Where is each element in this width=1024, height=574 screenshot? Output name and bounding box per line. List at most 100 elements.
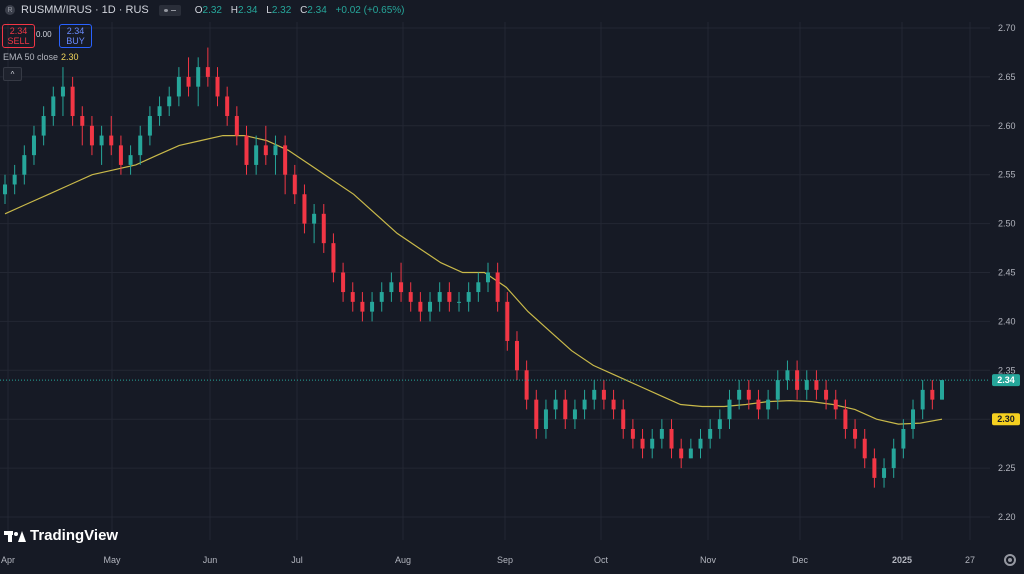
candle-body xyxy=(882,468,887,478)
sell-button[interactable]: 2.34 SELL xyxy=(2,24,35,48)
candle-body xyxy=(920,389,925,410)
candle-body xyxy=(756,399,761,410)
x-tick-label: Nov xyxy=(700,555,717,565)
x-tick-label: Sep xyxy=(497,555,513,565)
candle-body xyxy=(428,301,433,312)
candle-body xyxy=(582,399,587,410)
tradingview-logo[interactable]: TradingView xyxy=(4,527,118,544)
candle-body xyxy=(534,399,539,429)
candle-body xyxy=(737,389,742,400)
buy-label: BUY xyxy=(66,36,85,46)
x-tick-label: May xyxy=(103,555,121,565)
candle-body xyxy=(379,292,384,302)
candle-body xyxy=(495,272,500,302)
candle-body xyxy=(466,292,471,302)
ema-label: EMA 50 close xyxy=(3,52,59,62)
candle-body xyxy=(41,116,46,136)
chart-legend-header: R RUSMM/IRUS · 1D · RUS O2.32 H2.34 L2.3… xyxy=(0,0,404,20)
ema-value: 2.30 xyxy=(61,52,79,62)
y-tick-label: 2.25 xyxy=(998,463,1016,473)
chart-grid xyxy=(0,22,990,540)
candle-body xyxy=(437,292,442,302)
candle-body xyxy=(341,272,346,293)
candle-body xyxy=(389,282,394,293)
candle-body xyxy=(659,428,664,439)
gear-icon[interactable] xyxy=(1004,554,1016,566)
candle-body xyxy=(31,135,36,156)
candle-body xyxy=(312,213,317,224)
price-axis: 2.70 2.65 2.60 2.55 2.50 2.45 2.40 2.35 2.30 2.25… xyxy=(998,23,1016,522)
x-tick-label: 27 xyxy=(965,555,975,565)
candle-body xyxy=(688,448,693,459)
candle-body xyxy=(621,409,626,429)
ema-indicator-legend[interactable]: EMA 50 close 2.30 xyxy=(3,52,79,62)
candle-body xyxy=(186,76,191,87)
candle-body xyxy=(254,145,259,165)
price-tags: 2.34 2.30 xyxy=(0,374,1020,426)
candle-body xyxy=(785,370,790,381)
collapse-legend-button[interactable]: ^ xyxy=(3,67,22,81)
symbol-title[interactable]: RUSMM/IRUS · 1D · RUS xyxy=(21,4,149,16)
candle-body xyxy=(370,301,375,312)
candle-body xyxy=(80,116,85,126)
candle-body xyxy=(283,145,288,175)
candle-body xyxy=(911,409,916,429)
candle-body xyxy=(669,428,674,449)
candle-body xyxy=(273,145,278,156)
candle-body xyxy=(321,213,326,244)
x-tick-label: Jun xyxy=(203,555,218,565)
candle-body xyxy=(3,184,7,195)
candle-body xyxy=(717,419,722,429)
candle-body xyxy=(940,380,944,400)
visibility-toggle-icon[interactable] xyxy=(158,4,181,16)
y-tick-label: 2.40 xyxy=(998,316,1016,326)
candle-body xyxy=(727,399,732,420)
candle-body xyxy=(853,428,858,439)
candle-body xyxy=(447,292,452,302)
candle-body xyxy=(99,135,104,146)
time-axis: Apr May Jun Jul Aug Sep Oct Nov Dec 2025 27 xyxy=(1,555,975,565)
ohlc-low-value: 2.32 xyxy=(271,4,292,16)
candle-body xyxy=(167,96,172,107)
candle-body xyxy=(833,399,838,410)
candle-body xyxy=(630,428,635,439)
ohlc-values: O2.32 H2.34 L2.32 C2.34 +0.02 (+0.65%) xyxy=(189,5,405,16)
candle-body xyxy=(611,399,616,410)
y-tick-label: 2.35 xyxy=(998,365,1016,375)
candle-body xyxy=(476,282,481,293)
candle-body xyxy=(804,380,809,390)
candle-body xyxy=(215,76,220,97)
candle-body xyxy=(679,448,684,459)
candle-body xyxy=(244,135,249,165)
candle-body xyxy=(138,135,143,156)
candle-body xyxy=(930,389,935,400)
ohlc-high-key: H xyxy=(230,4,238,16)
candle-body xyxy=(901,428,906,449)
ohlc-open-key: O xyxy=(194,4,203,16)
candle-body xyxy=(795,370,800,390)
candle-body xyxy=(22,155,27,175)
candle-body xyxy=(118,145,123,165)
candle-body xyxy=(553,399,558,410)
candle-body xyxy=(563,399,568,420)
y-tick-label: 2.45 xyxy=(998,268,1016,278)
x-tick-label: 2025 xyxy=(892,555,912,565)
candle-body xyxy=(572,409,577,420)
buy-button[interactable]: 2.34 BUY xyxy=(59,24,92,48)
candle-body xyxy=(399,282,404,293)
candle-body xyxy=(51,96,56,117)
candle-body xyxy=(12,174,17,185)
candle-body xyxy=(824,389,829,400)
candle-body xyxy=(891,448,896,469)
x-tick-label: Oct xyxy=(594,555,609,565)
last-price-tag: 2.34 xyxy=(997,375,1015,385)
ema-price-tag-bg xyxy=(992,413,1020,426)
candle-body xyxy=(196,67,201,87)
candle-body xyxy=(843,409,848,429)
candle-body xyxy=(263,145,268,156)
candle-body xyxy=(205,67,210,77)
candle-body xyxy=(60,86,65,97)
y-tick-label: 2.55 xyxy=(998,170,1016,180)
candle-body xyxy=(640,438,645,449)
